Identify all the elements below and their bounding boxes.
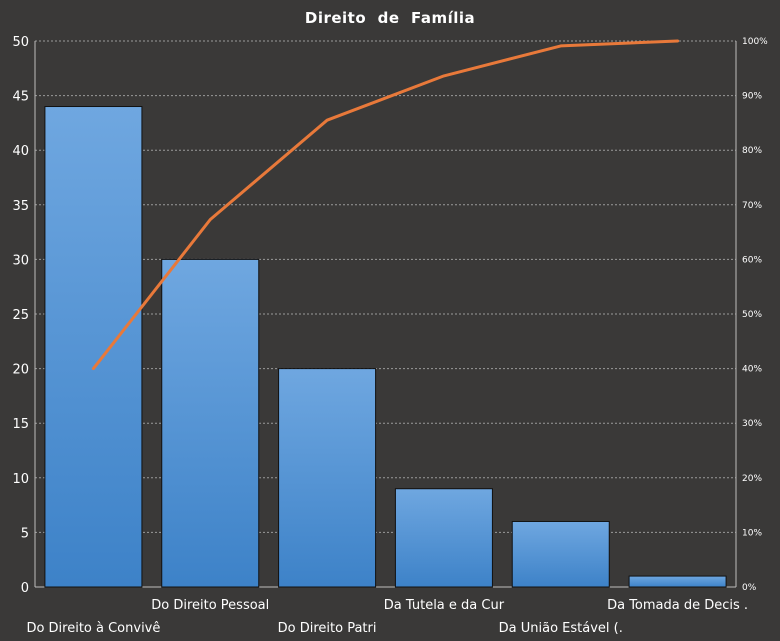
y-tick-label: 15 <box>12 417 29 432</box>
bar <box>278 368 377 588</box>
bar <box>628 575 727 588</box>
cumulative-line <box>91 39 680 371</box>
bar <box>394 488 493 588</box>
y2-axis-ticks: 0% 10% 20% 30% 40% 50% 60% 70% 80% 90% 100% <box>742 37 768 593</box>
y-tick-label: 5 <box>21 526 29 541</box>
y2-tick-label: 40% <box>742 365 762 375</box>
y2-tick-label: 50% <box>742 310 762 320</box>
y-tick-label: 35 <box>12 199 29 214</box>
bar <box>44 106 143 588</box>
y2-tick-label: 20% <box>742 474 762 484</box>
y2-tick-label: 100% <box>742 37 768 47</box>
y2-tick-label: 60% <box>742 255 762 265</box>
x-tick-label: Da União Estável (. <box>499 621 623 636</box>
bar <box>161 258 260 588</box>
x-axis-ticks: Do Direito à Convivê Do Direito Pessoal Do… <box>26 598 748 636</box>
x-tick-label: Da Tomada de Decis . <box>607 598 748 613</box>
cumulative-line-group <box>91 39 680 371</box>
x-tick-label: Do Direito Pessoal <box>151 598 269 613</box>
y2-tick-label: 70% <box>742 201 762 211</box>
y2-tick-label: 80% <box>742 146 762 156</box>
x-tick-label: Do Direito Patri <box>278 621 377 636</box>
y-tick-label: 20 <box>12 363 29 378</box>
y-tick-label: 40 <box>12 144 29 159</box>
y-tick-label: 25 <box>12 308 29 323</box>
gridlines <box>35 40 736 533</box>
y2-tick-label: 30% <box>742 419 762 429</box>
bars <box>44 106 727 588</box>
y-tick-label: 10 <box>12 472 29 487</box>
y-tick-label: 45 <box>12 90 29 105</box>
y2-tick-label: 0% <box>742 583 757 593</box>
x-tick-label: Da Tutela e da Cur <box>384 598 505 613</box>
y-tick-label: 0 <box>21 581 29 596</box>
y2-tick-label: 10% <box>742 528 762 538</box>
axes <box>34 41 737 588</box>
bar <box>511 520 610 588</box>
y2-tick-label: 90% <box>742 92 762 102</box>
y-tick-label: 30 <box>12 253 29 268</box>
y-tick-label: 50 <box>12 35 29 50</box>
y-axis-ticks: 0 5 10 15 20 25 30 35 40 45 50 <box>12 35 29 596</box>
x-tick-label: Do Direito à Convivê <box>26 621 160 636</box>
chart-title: Direito de Família <box>305 9 475 27</box>
